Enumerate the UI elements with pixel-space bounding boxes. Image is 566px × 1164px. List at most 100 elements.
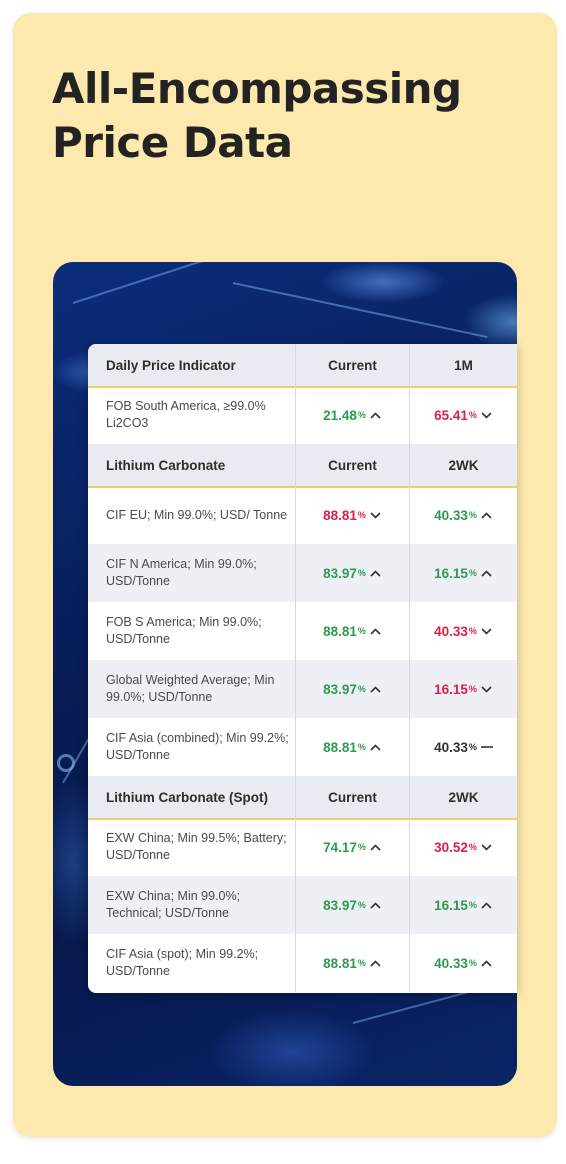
current-value-cell: 83.97% (296, 544, 410, 602)
change-value-cell: 16.15% (410, 544, 517, 602)
section-title-cell: Lithium Carbonate (88, 444, 296, 486)
section-title: Lithium Carbonate (Spot) (106, 789, 268, 805)
percent-unit: % (357, 900, 366, 910)
trend-up-icon (481, 568, 493, 578)
percent-unit: % (468, 742, 477, 752)
trend-flat-icon (480, 742, 493, 752)
current-value-cell: 88.81% (296, 602, 410, 660)
table-row[interactable]: CIF N America; Min 99.0%; USD/Tonne 83.97… (88, 544, 517, 602)
value-text: 83.97 (323, 565, 357, 581)
trend-up-icon (370, 410, 382, 420)
row-label-cell: EXW China; Min 99.5%; Battery; USD/Tonne (88, 818, 296, 876)
trend-down-icon (481, 626, 493, 636)
trend-up-icon (370, 568, 382, 578)
row-label: EXW China; Min 99.5%; Battery; USD/Tonne (106, 831, 287, 862)
section-header: Lithium Carbonate Current 2WK (88, 444, 517, 488)
change-value-cell: 40.33% (410, 934, 517, 992)
current-value-cell: 21.48% (296, 386, 410, 444)
row-label: CIF EU; Min 99.0%; USD/ Tonne (106, 507, 288, 522)
trend-up-icon (370, 958, 382, 968)
table-row[interactable]: CIF EU; Min 99.0%; USD/ Tonne 88.81% 40.33… (88, 486, 517, 544)
column-header-current: Current (296, 444, 410, 486)
percent-unit: % (468, 626, 477, 636)
row-label-cell: CIF EU; Min 99.0%; USD/ Tonne (88, 486, 296, 544)
value-text: 88.81 (323, 955, 357, 971)
table-row[interactable]: FOB S America; Min 99.0%; USD/Tonne 88.81… (88, 602, 517, 660)
percent-unit: % (357, 510, 366, 520)
trend-up-icon (481, 958, 493, 968)
column-header-label: Current (328, 789, 377, 805)
change-value-cell: 40.33% (410, 486, 517, 544)
value-text: 30.52 (434, 839, 468, 855)
trend-down-icon (481, 684, 493, 694)
current-value-cell: 83.97% (296, 660, 410, 718)
row-label: CIF Asia (spot); Min 99.2%; USD/Tonne (106, 947, 259, 978)
current-value-cell: 88.81% (296, 934, 410, 992)
table-row[interactable]: Global Weighted Average; Min 99.0%; USD/… (88, 660, 517, 718)
row-label-cell: CIF Asia (combined); Min 99.2%; USD/Tonn… (88, 718, 296, 776)
percent-unit: % (468, 958, 477, 968)
section-title-cell: Daily Price Indicator (88, 344, 296, 386)
table-row[interactable]: EXW China; Min 99.5%; Battery; USD/Tonne… (88, 818, 517, 876)
percent-unit: % (357, 842, 366, 852)
value-text: 40.33 (434, 955, 468, 971)
percent-unit: % (468, 410, 477, 420)
percent-unit: % (357, 410, 366, 420)
current-value-cell: 74.17% (296, 818, 410, 876)
column-header-label: 2WK (448, 457, 479, 473)
column-header-label: 2WK (448, 789, 479, 805)
current-value-cell: 88.81% (296, 486, 410, 544)
headline: All-Encompassing Price Data (52, 64, 462, 167)
row-label: FOB S America; Min 99.0%; USD/Tonne (106, 615, 262, 646)
column-header-label: Current (328, 357, 377, 373)
row-label-cell: EXW China; Min 99.0%; Technical; USD/Ton… (88, 876, 296, 934)
change-value-cell: 30.52% (410, 818, 517, 876)
trend-down-icon (481, 842, 493, 852)
row-label-cell: CIF Asia (spot); Min 99.2%; USD/Tonne (88, 934, 296, 992)
value-text: 40.33 (434, 507, 468, 523)
percent-unit: % (357, 626, 366, 636)
value-text: 21.48 (323, 407, 357, 423)
percent-unit: % (357, 958, 366, 968)
value-text: 83.97 (323, 681, 357, 697)
current-value-cell: 88.81% (296, 718, 410, 776)
section-title: Lithium Carbonate (106, 457, 226, 473)
row-label: EXW China; Min 99.0%; Technical; USD/Ton… (106, 889, 241, 920)
column-header-label: Current (328, 457, 377, 473)
row-label: Global Weighted Average; Min 99.0%; USD/… (106, 673, 275, 704)
section-header: Lithium Carbonate (Spot) Current 2WK (88, 776, 517, 820)
row-label: FOB South America, ≥99.0% Li2CO3 (106, 399, 266, 430)
value-text: 40.33 (434, 623, 468, 639)
change-value-cell: 40.33% (410, 718, 517, 776)
table-row[interactable]: CIF Asia (spot); Min 99.2%; USD/Tonne 88.… (88, 934, 517, 992)
value-text: 65.41 (434, 407, 468, 423)
row-label-cell: Global Weighted Average; Min 99.0%; USD/… (88, 660, 296, 718)
trend-up-icon (370, 684, 382, 694)
percent-unit: % (357, 568, 366, 578)
trend-up-icon (370, 842, 382, 852)
value-text: 83.97 (323, 897, 357, 913)
percent-unit: % (468, 510, 477, 520)
trend-up-icon (370, 742, 382, 752)
value-text: 40.33 (434, 739, 468, 755)
column-header-period: 2WK (410, 444, 517, 486)
table-row[interactable]: EXW China; Min 99.0%; Technical; USD/Ton… (88, 876, 517, 934)
table-row[interactable]: FOB South America, ≥99.0% Li2CO3 21.48% 65… (88, 386, 517, 444)
column-header-current: Current (296, 776, 410, 818)
section-title: Daily Price Indicator (106, 357, 236, 373)
table-row[interactable]: CIF Asia (combined); Min 99.2%; USD/Tonn… (88, 718, 517, 776)
column-header-period: 2WK (410, 776, 517, 818)
row-label-cell: CIF N America; Min 99.0%; USD/Tonne (88, 544, 296, 602)
percent-unit: % (468, 684, 477, 694)
column-header-period: 1M (410, 344, 517, 386)
section-header: Daily Price Indicator Current 1M (88, 344, 517, 388)
section-title-cell: Lithium Carbonate (Spot) (88, 776, 296, 818)
trend-up-icon (370, 900, 382, 910)
percent-unit: % (468, 842, 477, 852)
percent-unit: % (357, 742, 366, 752)
percent-unit: % (468, 900, 477, 910)
value-text: 16.15 (434, 565, 468, 581)
row-label-cell: FOB S America; Min 99.0%; USD/Tonne (88, 602, 296, 660)
change-value-cell: 16.15% (410, 660, 517, 718)
change-value-cell: 65.41% (410, 386, 517, 444)
